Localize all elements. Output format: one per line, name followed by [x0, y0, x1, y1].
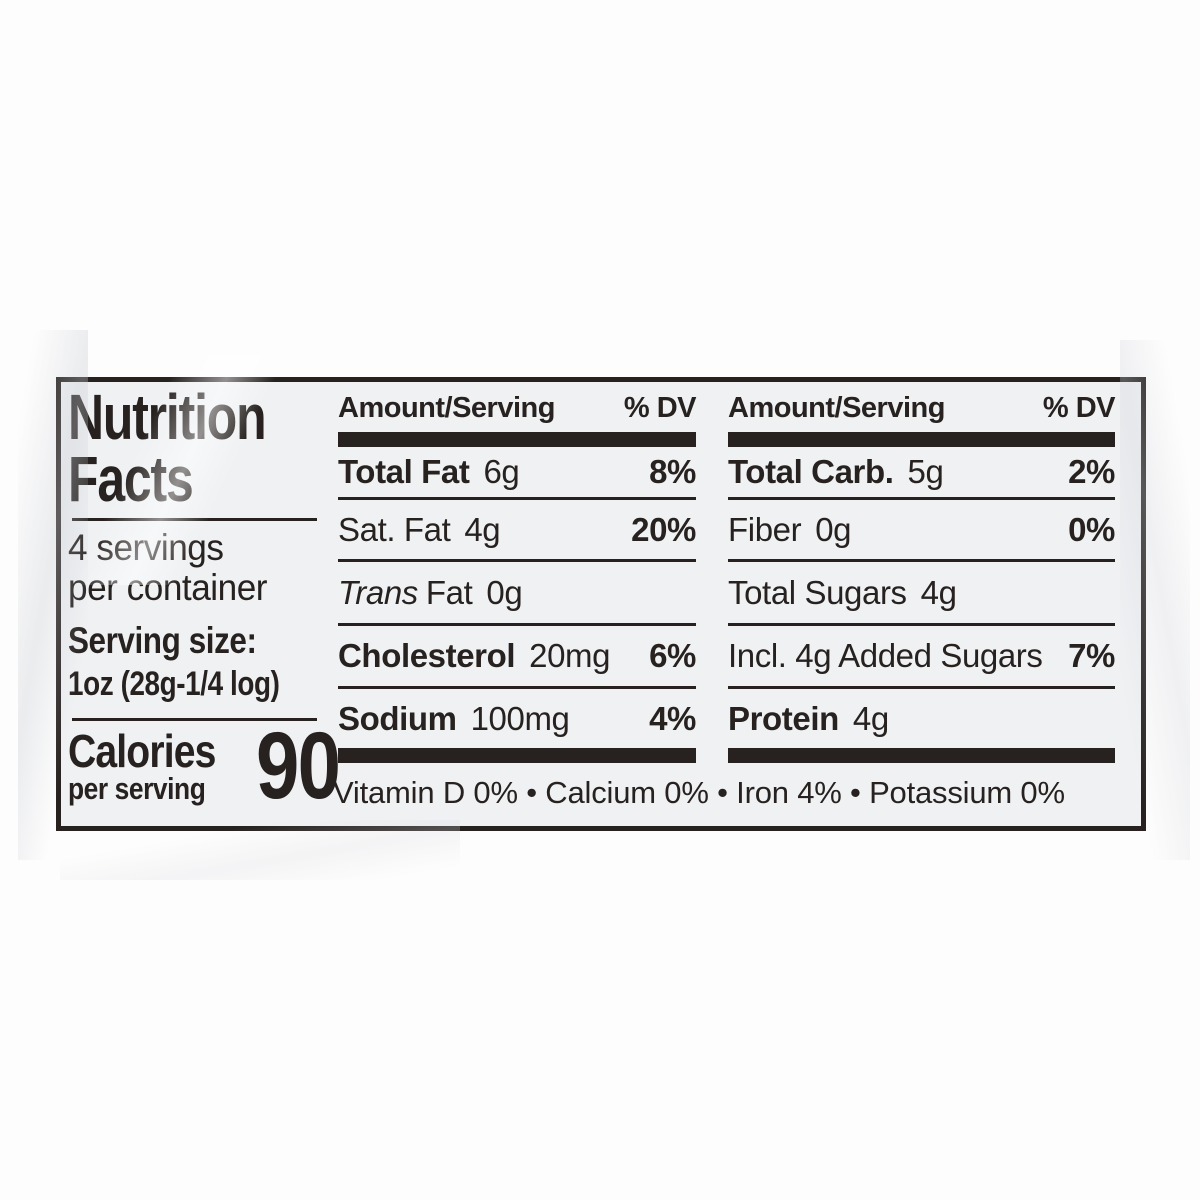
nutrient-daily-value: 6% — [649, 637, 696, 674]
nutrient-daily-value: 7% — [1068, 637, 1115, 674]
nutrient-name-text: Fat — [425, 573, 473, 611]
servings-per-container: 4 servings per container — [68, 528, 277, 608]
nutrient-column-left: Amount/Serving % DV Total Fat 6g 8% Sat. Fa… — [338, 382, 697, 826]
header-percent-dv: % DV — [623, 392, 697, 424]
footer-bar — [338, 748, 696, 763]
nutrient-name-text: Protein — [728, 699, 839, 737]
nutrient-name-text: Incl. 4g Added Sugars — [728, 637, 1043, 674]
nutrient-daily-value: 20% — [631, 510, 696, 548]
nutrient-daily-value: 8% — [649, 453, 696, 490]
calories-label: Calories — [68, 725, 216, 777]
nutrient-daily-value: 4% — [649, 699, 696, 737]
nutrient-name-text: Total Fat — [338, 453, 470, 490]
nutrient-name-text: Sat. Fat — [338, 510, 451, 548]
nutrient-row-total-sugars: Total Sugars 4g — [728, 562, 1115, 626]
nutrient-row-trans-fat: Trans Fat 0g — [338, 562, 696, 626]
nutrient-amount: 6g — [483, 453, 520, 490]
nutrient-name-text: Total Sugars — [728, 573, 907, 611]
divider-above-calories — [72, 718, 317, 721]
divider-under-title — [72, 518, 317, 521]
nutrient-row-total-carb: Total Carb. 5g 2% — [728, 447, 1115, 500]
column-header: Amount/Serving % DV — [728, 392, 1116, 425]
nutrient-amount: 4g — [852, 699, 889, 737]
header-bar — [728, 432, 1115, 447]
nutrient-amount: 0g — [486, 573, 523, 611]
nutrient-name: Total Fat 6g — [338, 453, 520, 491]
header-percent-dv: % DV — [1042, 392, 1116, 424]
nutrient-name: Protein 4g — [728, 700, 889, 738]
serving-size-label: Serving size: — [68, 620, 257, 661]
nutrient-row-total-fat: Total Fat 6g 8% — [338, 447, 696, 500]
servings-line-1: 4 servings — [68, 527, 224, 568]
vitamins-minerals-line: Vitamin D 0% • Calcium 0% • Iron 4% • Po… — [333, 775, 1065, 810]
calories: Calories per serving 90 — [68, 713, 357, 819]
nutrient-name-text: Sodium — [338, 699, 457, 737]
title-line-1: Nutrition — [68, 381, 267, 453]
header-amount-serving: Amount/Serving — [338, 392, 555, 424]
nutrient-amount: 0g — [815, 510, 852, 548]
calories-value: 90 — [255, 713, 341, 819]
nutrient-amount: 5g — [907, 453, 944, 490]
nutrient-amount: 4g — [920, 573, 957, 611]
left-panel: Nutrition Facts 4 servings per container… — [68, 381, 341, 814]
nutrient-name: Sodium 100mg — [338, 700, 570, 738]
nutrient-rows: Total Carb. 5g 2% Fiber 0g 0% Total Sugars 4g In… — [728, 447, 1115, 748]
nutrient-name: Fiber 0g — [728, 511, 851, 549]
nutrient-name: Trans Fat 0g — [338, 573, 523, 612]
nutrient-row-sat-fat: Sat. Fat 4g 20% — [338, 500, 696, 562]
header-bar — [338, 432, 696, 447]
footer-bar — [728, 748, 1115, 763]
column-header: Amount/Serving % DV — [338, 392, 697, 425]
nutrient-name: Total Carb. 5g — [728, 453, 944, 491]
nutrient-name-italic-prefix: Trans — [338, 573, 418, 611]
calories-sublabel: per serving — [68, 771, 206, 806]
servings-line-2: per container — [68, 567, 267, 608]
nutrient-column-right: Amount/Serving % DV Total Carb. 5g 2% Fiber… — [728, 382, 1116, 826]
nutrient-name-text: Total Carb. — [728, 453, 894, 490]
title-line-2: Facts — [68, 443, 194, 515]
nutrient-name: Total Sugars 4g — [728, 574, 957, 612]
nutrient-daily-value: 2% — [1068, 453, 1115, 490]
nutrition-facts-label: Nutrition Facts 4 servings per container… — [56, 377, 1146, 831]
nutrition-facts-title: Nutrition Facts — [68, 381, 323, 515]
nutrient-row-sodium: Sodium 100mg 4% — [338, 689, 696, 748]
nutrient-name-text: Fiber — [728, 510, 802, 548]
nutrient-name: Cholesterol 20mg — [338, 637, 610, 675]
nutrient-name: Sat. Fat 4g — [338, 510, 501, 549]
nutrient-amount: 100mg — [470, 699, 570, 737]
serving-size-value: 1oz (28g-1/4 log) — [68, 665, 280, 703]
nutrient-row-cholesterol: Cholesterol 20mg 6% — [338, 626, 696, 689]
nutrient-rows: Total Fat 6g 8% Sat. Fat 4g 20% Trans Fat 0g Chol… — [338, 447, 696, 748]
nutrient-amount: 20mg — [529, 637, 611, 674]
nutrient-row-protein: Protein 4g — [728, 689, 1115, 748]
nutrient-name-text: Cholesterol — [338, 637, 516, 674]
calories-text: Calories per serving — [68, 725, 242, 806]
nutrient-daily-value: 0% — [1068, 510, 1115, 548]
nutrient-row-fiber: Fiber 0g 0% — [728, 500, 1115, 562]
header-amount-serving: Amount/Serving — [728, 392, 945, 424]
nutrient-name: Incl. 4g Added Sugars — [728, 637, 1043, 675]
nutrient-amount: 4g — [464, 510, 501, 548]
nutrient-row-incl-4g-added-sugars: Incl. 4g Added Sugars 7% — [728, 626, 1115, 689]
